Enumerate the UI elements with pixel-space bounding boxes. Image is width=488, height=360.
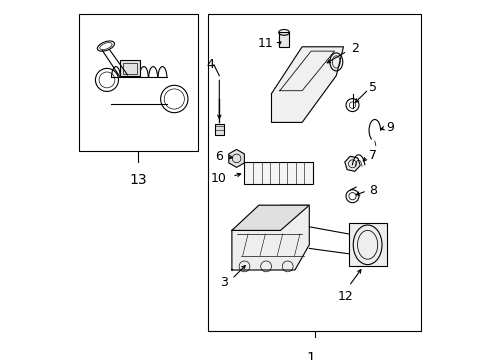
Polygon shape xyxy=(231,205,309,270)
Bar xyxy=(348,223,386,266)
Bar xyxy=(215,124,223,135)
Text: 1: 1 xyxy=(306,351,315,360)
Bar xyxy=(123,63,137,74)
Text: 8: 8 xyxy=(368,184,376,197)
Text: 3: 3 xyxy=(220,276,228,289)
Bar xyxy=(79,14,197,151)
Text: 5: 5 xyxy=(368,81,376,94)
Bar xyxy=(120,60,140,76)
Text: 13: 13 xyxy=(129,173,147,187)
Polygon shape xyxy=(231,205,309,230)
Text: 4: 4 xyxy=(205,58,213,71)
Bar xyxy=(244,162,312,184)
Polygon shape xyxy=(271,47,343,122)
Text: 11: 11 xyxy=(257,37,273,50)
Bar xyxy=(278,32,289,47)
Text: 6: 6 xyxy=(215,150,223,163)
Text: 12: 12 xyxy=(337,290,352,303)
Text: 9: 9 xyxy=(386,121,394,134)
Text: 7: 7 xyxy=(368,149,376,162)
Text: 10: 10 xyxy=(210,172,226,185)
Text: 2: 2 xyxy=(350,42,358,55)
Bar xyxy=(208,14,420,331)
